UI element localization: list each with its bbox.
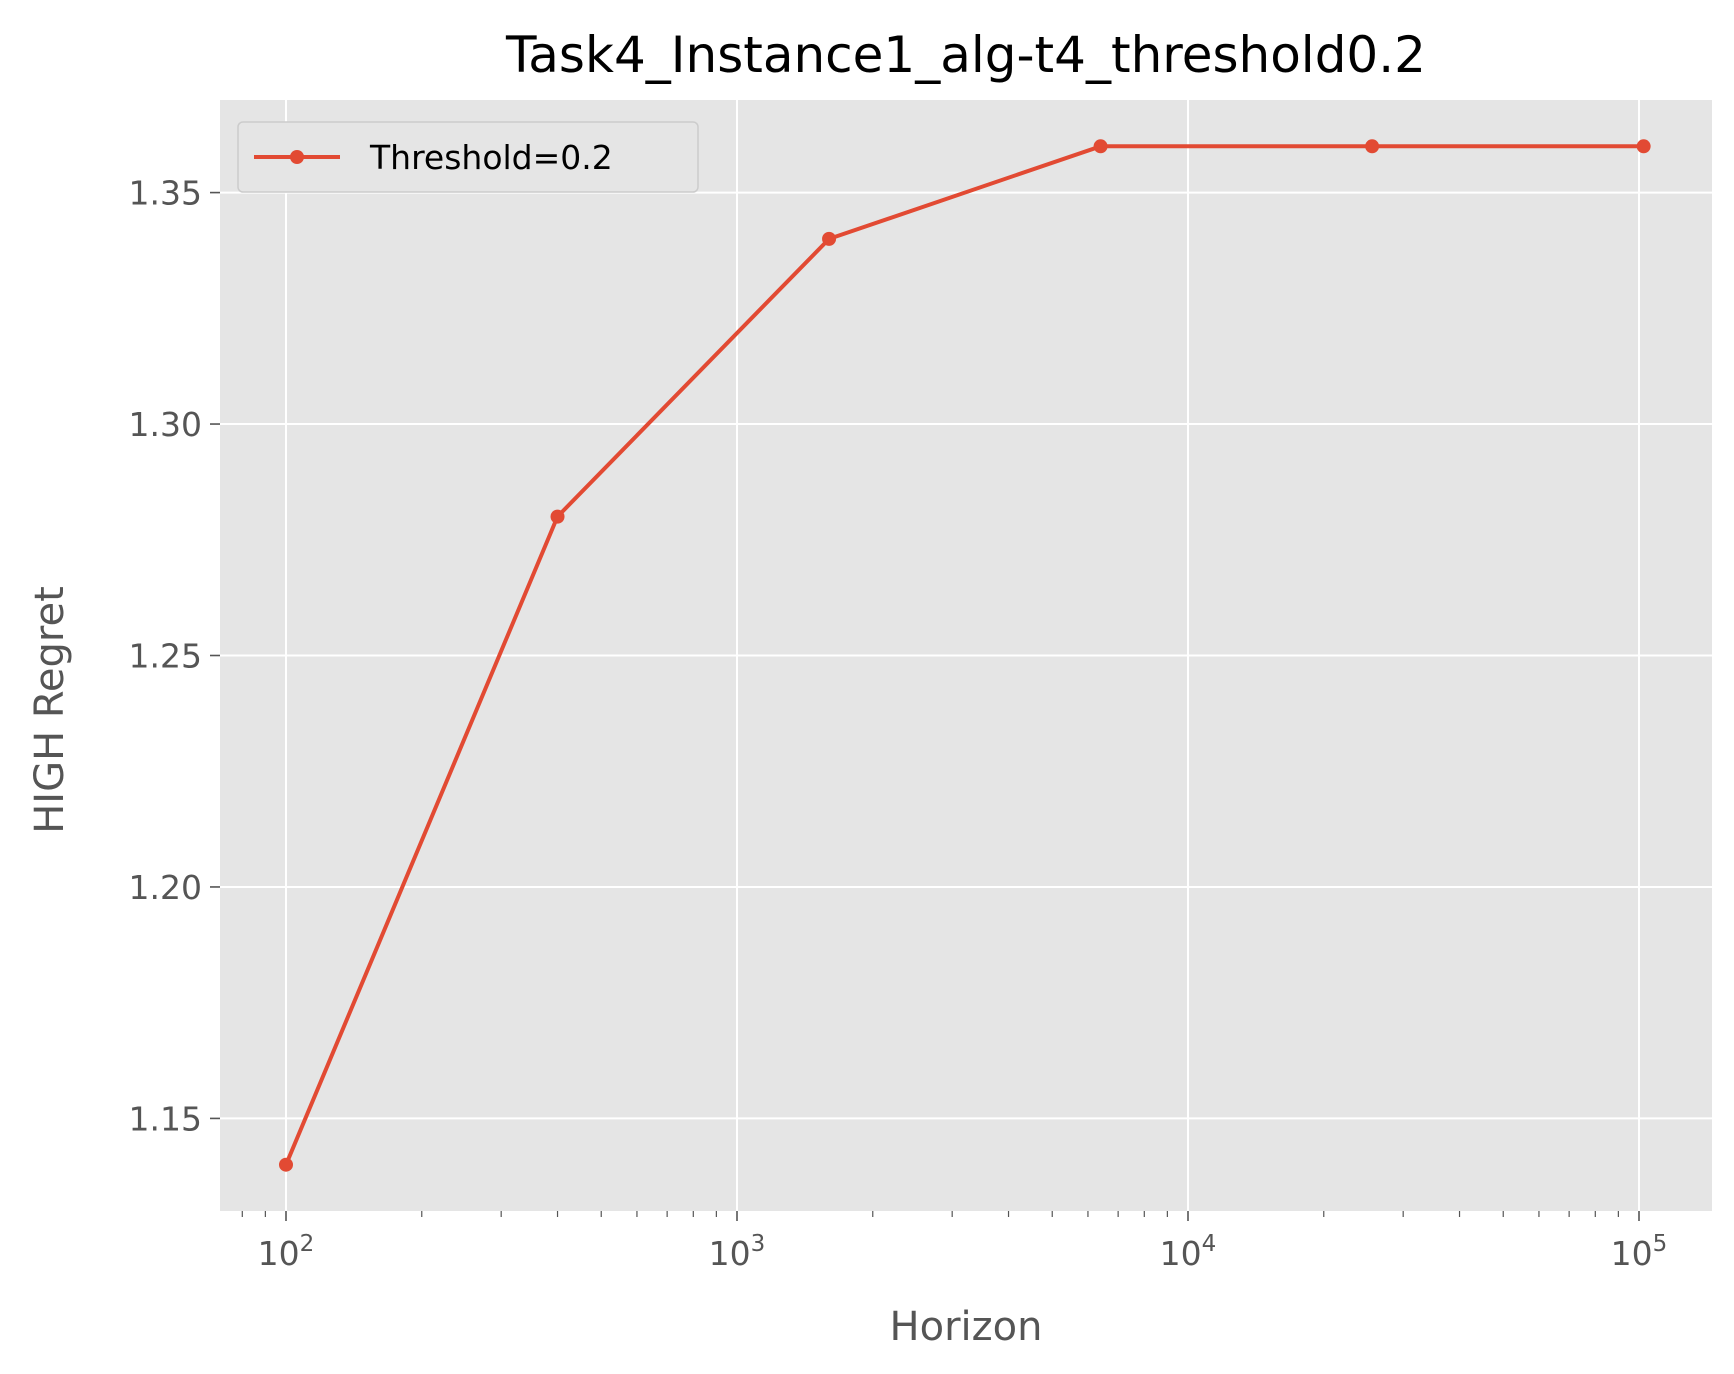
y-tick-label: 1.15 — [129, 1099, 202, 1138]
legend-box — [237, 121, 699, 193]
series-layer — [279, 139, 1651, 1172]
data-point — [550, 509, 565, 524]
data-point — [279, 1157, 293, 1172]
legend: Threshold=0.2 — [237, 121, 699, 193]
data-point — [822, 231, 837, 246]
y-tick-label: 1.30 — [129, 405, 202, 444]
y-axis-label: HIGH Regret — [27, 586, 73, 834]
x-tick-label: 105 — [1611, 1231, 1668, 1273]
series-line — [284, 144, 1644, 1166]
x-tick-label: 104 — [1160, 1231, 1217, 1273]
legend-label: Threshold=0.2 — [369, 138, 613, 177]
data-point — [1093, 139, 1108, 154]
y-tick-label: 1.20 — [129, 868, 202, 907]
x-tick-label: 102 — [258, 1231, 315, 1273]
chart-title: Task4_Instance1_alg-t4_threshold0.2 — [505, 26, 1426, 84]
x-axis-label: Horizon — [890, 1304, 1043, 1350]
legend-point-marker — [290, 150, 304, 164]
y-tick-label: 1.25 — [129, 637, 202, 676]
data-point — [1636, 139, 1651, 154]
y-axis-ticks: 1.15 1.20 1.25 1.30 1.35 — [129, 174, 220, 1138]
data-point — [1365, 139, 1380, 154]
y-tick-label: 1.35 — [129, 174, 202, 213]
x-tick-label: 103 — [709, 1231, 766, 1273]
grid — [220, 100, 1712, 1211]
x-axis-ticks: 102 103 104 105 — [241, 1211, 1668, 1273]
